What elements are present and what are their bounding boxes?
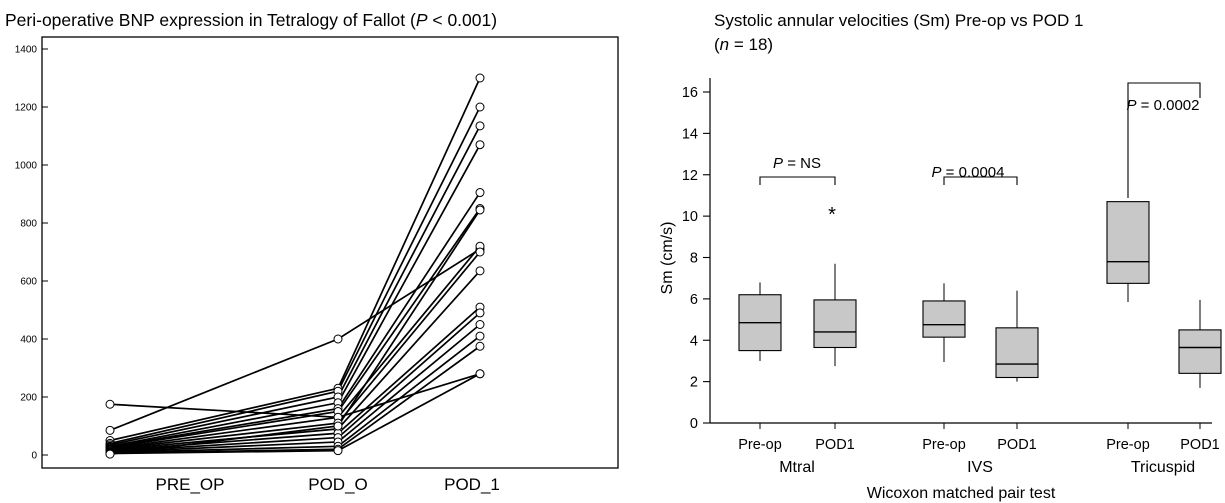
sm-y-tick-label: 8 [690, 251, 698, 267]
bnp-series-line [109, 251, 481, 451]
sm-p-value-label: P = 0.0002 [1127, 97, 1200, 114]
sm-x-tick-label: Pre-op [1106, 437, 1150, 453]
bnp-series-lines [109, 77, 481, 455]
bnp-point [475, 331, 485, 341]
sm-p-value: = NS [783, 155, 821, 172]
bnp-chart: Peri-operative BNP expression in Tetralo… [5, 10, 619, 494]
sm-bracket [759, 176, 836, 185]
sm-p-value: = 0.0002 [1137, 97, 1200, 114]
bnp-point [333, 446, 343, 456]
sm-y-tick-label: 14 [682, 126, 698, 142]
bnp-chart-title: Peri-operative BNP expression in Tetralo… [5, 10, 497, 30]
sm-chart-title-line1: Systolic annular velocities (Sm) Pre-op … [714, 11, 1083, 30]
bnp-point [475, 121, 485, 131]
sm-group-label: Mtral [779, 459, 815, 476]
bnp-point [475, 140, 485, 150]
bnp-point [475, 266, 485, 276]
sm-p-value: = 0.0004 [942, 164, 1005, 181]
sm-x-tick-label: Pre-op [738, 437, 782, 453]
bnp-point [475, 247, 485, 257]
sm-y-axis: 0 2 4 6 8 10 12 14 16 [682, 85, 710, 432]
sm-bracket [943, 176, 1018, 185]
bnp-point [475, 320, 485, 329]
sm-group-label: IVS [967, 459, 993, 476]
sm-x-tick-label: POD1 [997, 437, 1037, 453]
bnp-y-axis: 0 200 400 600 800 1000 1200 1400 [15, 45, 48, 462]
sm-p-label: P [932, 164, 942, 181]
bnp-point [105, 449, 115, 459]
sm-p-value-label: P = NS [773, 155, 821, 172]
bnp-x-tick-label: POD_O [308, 475, 368, 494]
bnp-series-line [109, 125, 481, 446]
bnp-y-tick-label: 200 [20, 393, 37, 404]
sm-y-tick-label: 4 [690, 333, 698, 349]
bnp-point [475, 188, 485, 198]
sm-outlier: * [828, 204, 836, 226]
sm-y-tick-label: 12 [682, 168, 698, 184]
sm-p-label: P [1127, 97, 1137, 114]
sm-x-axis-label: Wicoxon matched pair test [867, 485, 1056, 502]
sm-y-tick-label: 0 [690, 416, 698, 432]
bnp-point [475, 308, 485, 318]
bnp-point [475, 205, 485, 215]
sm-y-tick-label: 16 [682, 85, 698, 101]
bnp-y-tick-label: 800 [20, 219, 37, 230]
bnp-point [475, 102, 485, 112]
bnp-y-tick-label: 1200 [15, 103, 38, 114]
sm-y-axis-label: Sm (cm/s) [659, 222, 676, 295]
sm-x-tick-label: Pre-op [922, 437, 966, 453]
sm-group-label: Tricuspid [1131, 459, 1195, 476]
bnp-y-tick-label: 0 [31, 451, 37, 462]
bnp-point [105, 399, 115, 409]
bnp-point [333, 334, 343, 344]
sm-x-tick-label: POD1 [815, 437, 855, 453]
bnp-x-tick-label: POD_1 [444, 475, 500, 494]
sm-chart-title-line2: (n = 18) [714, 35, 773, 54]
bnp-series-line [109, 106, 481, 445]
sm-box [813, 299, 857, 349]
bnp-point [333, 421, 343, 431]
bnp-point [475, 341, 485, 351]
sm-bracket [1127, 82, 1201, 198]
sm-box [995, 327, 1039, 379]
bnp-y-tick-label: 600 [20, 277, 37, 288]
sm-chart: Systolic annular velocities (Sm) Pre-op … [659, 11, 1222, 502]
bnp-point [475, 369, 485, 379]
bnp-point [105, 425, 115, 435]
bnp-y-tick-label: 400 [20, 335, 37, 346]
sm-x-tick-label: POD1 [1180, 437, 1220, 453]
bnp-plot-frame [41, 36, 619, 469]
bnp-y-tick-label: 1000 [15, 161, 38, 172]
sm-box [1106, 201, 1150, 284]
bnp-series-markers [105, 73, 485, 459]
bnp-point [475, 73, 485, 83]
sm-p-value-label: P = 0.0004 [932, 164, 1005, 181]
bnp-x-axis: PRE_OP POD_O POD_1 [156, 475, 500, 494]
bnp-y-tick-label: 1400 [15, 45, 38, 56]
sm-box [922, 300, 966, 338]
sm-y-tick-label: 6 [690, 292, 698, 308]
bnp-x-tick-label: PRE_OP [156, 475, 225, 494]
sm-y-tick-label: 10 [682, 209, 698, 225]
sm-boxes: * [738, 201, 1222, 388]
sm-box [1178, 329, 1222, 374]
sm-p-label: P [773, 155, 783, 172]
sm-y-tick-label: 2 [690, 375, 698, 391]
